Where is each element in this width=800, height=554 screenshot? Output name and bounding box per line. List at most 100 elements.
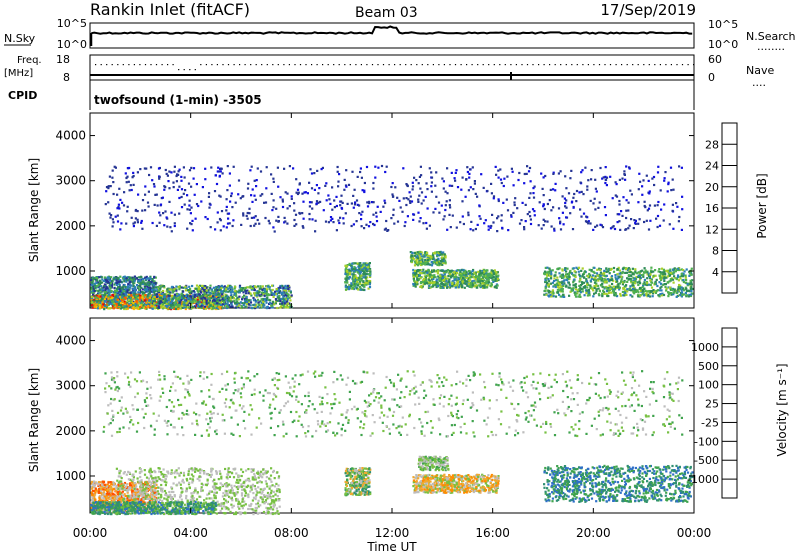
data-cell <box>604 175 607 178</box>
data-cell <box>494 279 497 282</box>
nave-dot <box>454 64 457 66</box>
data-cell <box>122 298 125 301</box>
data-cell <box>136 301 139 305</box>
freq-unit-label: [MHz] <box>4 68 33 79</box>
data-cell <box>443 257 446 261</box>
data-cell <box>648 290 651 293</box>
data-cell <box>207 301 210 304</box>
data-cell <box>133 290 136 293</box>
data-cell <box>121 300 124 303</box>
data-cell <box>350 284 353 287</box>
data-cell <box>131 281 134 284</box>
data-cell <box>421 280 425 284</box>
data-cell <box>677 288 680 291</box>
data-cell <box>266 305 269 308</box>
data-cell <box>565 187 568 190</box>
data-cell <box>605 274 608 277</box>
data-cell <box>115 281 118 284</box>
data-cell <box>486 284 489 287</box>
data-cell <box>251 287 254 290</box>
data-cell <box>567 273 570 276</box>
data-cell <box>493 269 496 272</box>
nave-dot <box>100 64 102 66</box>
data-cell <box>564 267 567 270</box>
freq-tick-top: 18 <box>56 53 70 66</box>
data-cell <box>95 285 99 288</box>
data-cell <box>270 293 273 296</box>
data-cell <box>163 188 166 191</box>
data-cell <box>574 295 578 298</box>
data-cell <box>219 303 223 306</box>
data-cell <box>231 287 234 290</box>
data-cell <box>357 276 360 279</box>
data-cell <box>654 269 657 272</box>
data-cell <box>460 268 464 271</box>
data-cell <box>369 268 372 271</box>
data-cell <box>94 286 97 290</box>
data-cell <box>135 298 138 301</box>
data-cell <box>558 267 561 270</box>
data-cell <box>356 277 359 280</box>
data-cell <box>120 299 124 302</box>
data-cell <box>687 295 690 298</box>
data-cell <box>528 196 531 199</box>
nave-dot <box>565 64 567 66</box>
data-cell <box>263 294 266 297</box>
data-cell <box>630 279 633 282</box>
nave-dot <box>211 64 213 66</box>
data-cell <box>629 285 632 288</box>
data-cell <box>283 289 286 292</box>
data-cell <box>227 304 231 307</box>
data-cell <box>223 304 226 307</box>
data-cell <box>192 298 195 301</box>
data-cell <box>469 283 472 286</box>
data-cell <box>155 301 158 304</box>
data-cell <box>454 286 457 289</box>
data-cell <box>125 300 128 303</box>
data-cell <box>90 304 94 307</box>
data-cell <box>141 306 144 309</box>
data-cell <box>561 280 564 283</box>
data-cell <box>166 294 169 297</box>
data-cell <box>603 292 606 295</box>
data-cell <box>549 293 552 296</box>
data-cell <box>353 266 356 269</box>
data-cell <box>558 272 561 275</box>
data-cell <box>258 291 261 294</box>
data-cell <box>518 222 522 225</box>
data-cell <box>128 276 131 279</box>
data-cell <box>558 282 561 285</box>
data-cell <box>121 306 124 309</box>
data-cell <box>642 271 646 274</box>
data-cell <box>685 268 688 271</box>
data-cell <box>365 281 368 284</box>
data-cell <box>550 291 553 294</box>
data-cell <box>639 287 642 290</box>
data-cell <box>658 281 661 284</box>
data-cell <box>605 292 608 296</box>
data-cell <box>118 299 121 303</box>
data-cell <box>444 261 447 264</box>
data-cell <box>623 281 626 284</box>
data-cell <box>599 223 602 226</box>
data-cell <box>434 276 437 279</box>
data-cell <box>164 299 167 302</box>
data-cell <box>433 274 436 277</box>
data-cell <box>669 271 672 274</box>
data-cell <box>438 263 441 267</box>
data-cell <box>132 287 135 290</box>
data-cell <box>126 295 129 298</box>
data-cell <box>93 277 96 280</box>
data-cell <box>432 256 435 259</box>
nave-dot <box>416 64 418 66</box>
data-cell <box>497 278 500 282</box>
nave-dot <box>122 64 124 66</box>
data-cell <box>90 281 94 284</box>
data-cell <box>497 169 500 172</box>
data-cell <box>126 175 129 178</box>
data-cell <box>501 226 504 229</box>
data-cell <box>617 283 620 286</box>
data-cell <box>228 289 231 293</box>
data-cell <box>579 284 583 287</box>
data-cell <box>128 303 131 306</box>
